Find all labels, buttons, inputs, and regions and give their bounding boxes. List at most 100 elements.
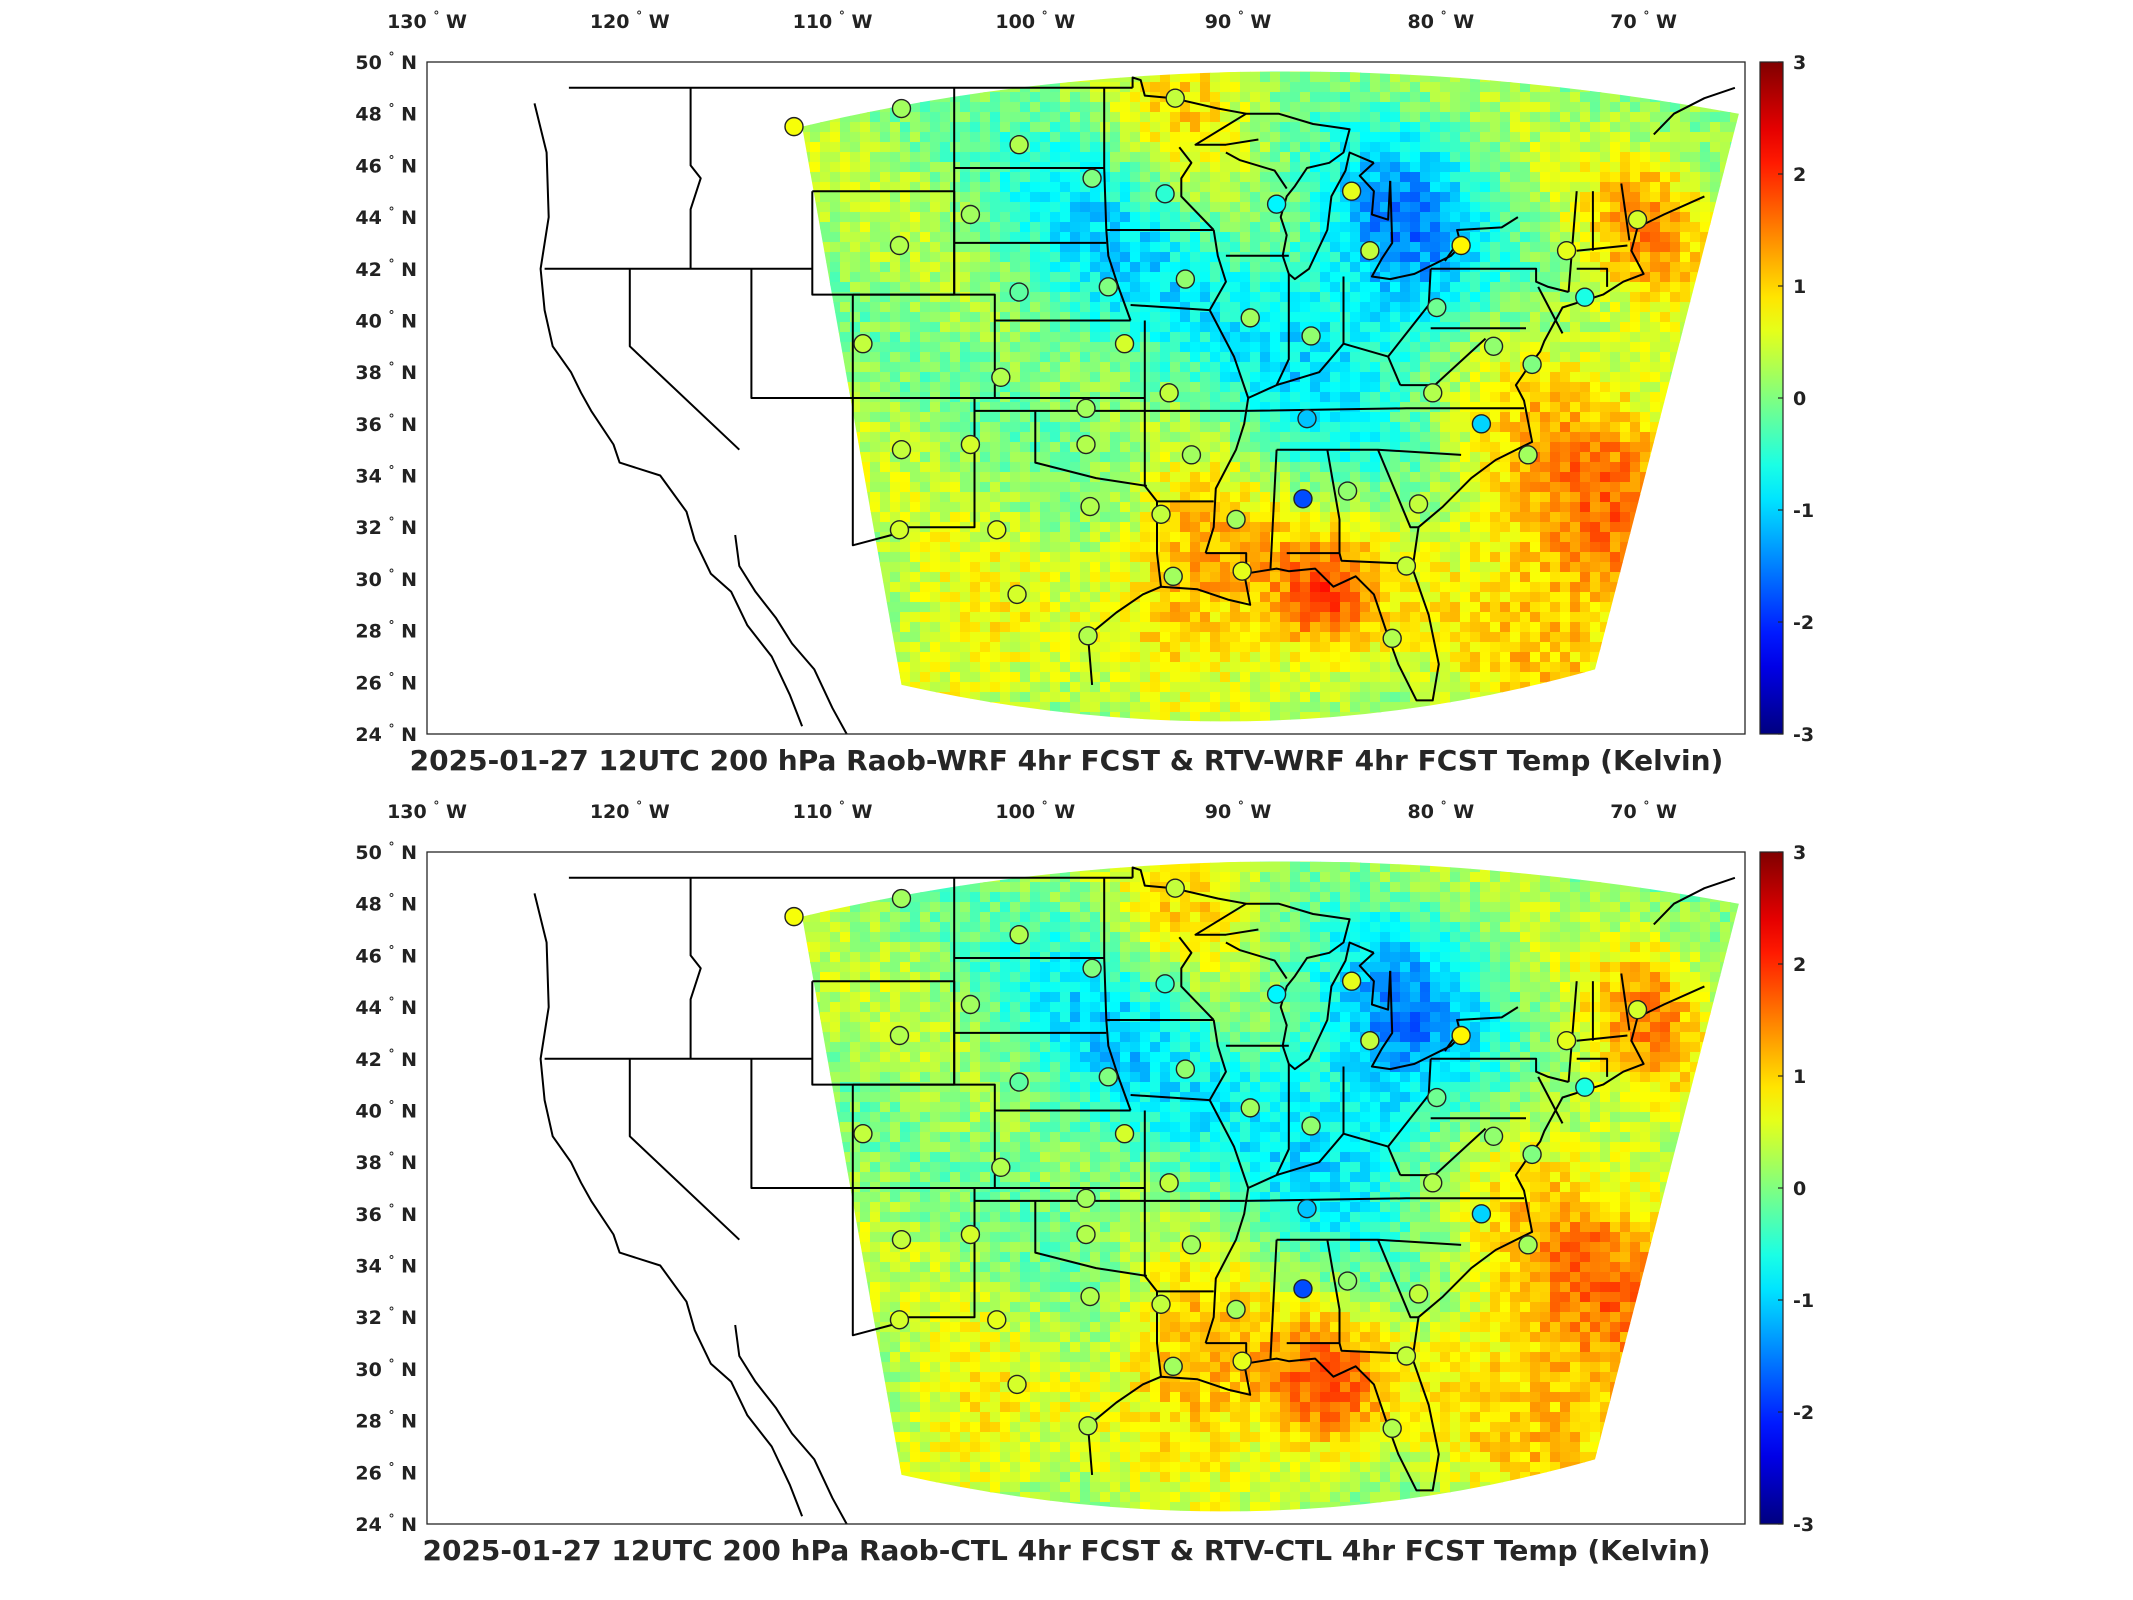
raob-station-marker <box>1165 88 1185 108</box>
raob-station-marker <box>1181 445 1202 465</box>
raob-station-marker <box>960 1224 981 1245</box>
latitude-tick-label: 42 ° N <box>355 1047 417 1071</box>
raob-station-marker <box>1007 584 1027 605</box>
colorbar-tick-label: -1 <box>1793 500 1814 522</box>
raob-station-marker <box>1175 269 1196 289</box>
raob-station-marker <box>1382 1418 1402 1439</box>
raob-station-marker <box>1007 1374 1027 1395</box>
raob-station-marker <box>1396 556 1417 576</box>
raob-station-marker <box>1080 1286 1100 1307</box>
raob-station-marker <box>1240 1098 1260 1118</box>
state-border <box>1576 244 1628 252</box>
raob-station-marker <box>1076 1224 1096 1245</box>
raob-station-marker <box>1575 1077 1595 1097</box>
state-border <box>750 1058 854 1189</box>
raob-station-marker <box>1175 1059 1196 1079</box>
state-border <box>1247 342 1402 399</box>
raob-station-marker <box>1266 194 1287 214</box>
state-border <box>1275 1063 1290 1176</box>
west-coastline <box>533 103 804 727</box>
state-border <box>1286 1239 1341 1345</box>
state-border <box>1430 1057 1569 1083</box>
raob-station-marker <box>1266 984 1287 1004</box>
raob-station-marker <box>891 98 912 119</box>
state-border <box>851 1083 996 1337</box>
longitude-tick-label: 130 ° W <box>387 9 467 33</box>
latitude-tick-label: 28 ° N <box>355 1409 417 1433</box>
raob-station-marker <box>1082 958 1102 979</box>
colorbar-tick-label: -1 <box>1793 1290 1814 1312</box>
colorbar-tick-label: -3 <box>1793 724 1814 746</box>
raob-station-marker <box>991 367 1011 388</box>
top-map-title: 2025-01-27 12UTC 200 hPa Raob-WRF 4hr FC… <box>409 744 1724 777</box>
state-border <box>750 268 854 399</box>
raob-station-marker <box>1627 209 1648 230</box>
raob-station-marker <box>1076 398 1096 419</box>
raob-station-marker <box>1301 326 1321 346</box>
raob-station-marker <box>1080 496 1100 517</box>
raob-station-marker <box>1165 878 1185 898</box>
state-border <box>1130 304 1210 312</box>
raob-station-marker <box>1232 561 1252 581</box>
latitude-tick-label: 30 ° N <box>355 1357 417 1381</box>
state-border <box>1225 941 1288 980</box>
gulf-of-california-coastline <box>734 1324 848 1524</box>
raob-station-marker <box>1114 334 1135 354</box>
state-border <box>1620 183 1631 241</box>
state-border <box>1576 267 1609 287</box>
state-border <box>1377 1239 1419 1319</box>
raob-station-marker <box>1159 1173 1179 1193</box>
state-border <box>1537 1076 1564 1124</box>
gulf-of-california-coastline <box>734 534 848 734</box>
latitude-tick-label: 34 ° N <box>355 464 417 488</box>
state-border <box>628 268 740 451</box>
raob-station-marker <box>1232 1351 1252 1371</box>
raob-station-marker <box>1078 626 1098 646</box>
state-border <box>1567 191 1578 293</box>
raob-station-marker <box>1483 1126 1504 1147</box>
state-border <box>1358 162 1392 221</box>
raob-station-marker <box>1009 135 1029 155</box>
latitude-tick-label: 48 ° N <box>355 102 417 126</box>
raob-station-marker <box>991 1157 1011 1178</box>
colorbar-tick-label: 3 <box>1793 842 1806 864</box>
bottom-map-title: 2025-01-27 12UTC 200 hPa Raob-CTL 4hr FC… <box>422 1534 1711 1567</box>
top-map-panel: 130 ° W 120 ° W 110 ° W 100 ° W 90 ° W 80 ° W… <box>0 0 2133 790</box>
raob-station-marker <box>1483 336 1504 357</box>
raob-station-marker <box>1159 383 1179 403</box>
latitude-tick-label: 32 ° N <box>355 1305 417 1329</box>
raob-station-marker <box>784 116 804 137</box>
bottom-map-figure: 130 ° W 120 ° W 110 ° W 100 ° W 90 ° W 80 ° W… <box>355 799 1814 1536</box>
longitude-tick-label: 130 ° W <box>387 799 467 823</box>
raob-station-marker <box>889 1025 910 1046</box>
raob-station-marker <box>1396 1346 1417 1366</box>
raob-station-marker <box>1078 1416 1098 1436</box>
colorbar-tick-label: -3 <box>1793 1514 1814 1536</box>
latitude-tick-label: 42 ° N <box>355 257 417 281</box>
longitude-tick-label: 100 ° W <box>995 799 1075 823</box>
raob-station-marker <box>1151 1294 1171 1315</box>
raob-station-marker <box>891 1229 912 1250</box>
raob-station-marker <box>1082 168 1102 189</box>
raob-station-marker <box>1575 287 1595 307</box>
raob-station-marker <box>1009 1072 1029 1092</box>
state-border <box>1034 410 1147 487</box>
state-border <box>1247 1132 1402 1189</box>
longitude-tick-label: 80 ° W <box>1408 9 1475 33</box>
raob-station-marker <box>1451 235 1471 256</box>
state-border <box>1225 151 1288 190</box>
latitude-tick-label: 36 ° N <box>355 412 417 436</box>
state-border <box>689 87 702 269</box>
colorbar-tick-label: 2 <box>1793 164 1806 186</box>
raob-station-marker <box>1522 354 1542 375</box>
longitude-tick-label: 70 ° W <box>1610 9 1677 33</box>
longitude-tick-label: 90 ° W <box>1205 799 1272 823</box>
longitude-tick-label: 90 ° W <box>1205 9 1272 33</box>
longitude-tick-label: 80 ° W <box>1408 799 1475 823</box>
state-border <box>1034 1200 1147 1277</box>
latitude-tick-label: 28 ° N <box>355 619 417 643</box>
raob-station-marker <box>1293 1279 1313 1299</box>
raob-station-marker <box>1240 308 1260 328</box>
raob-station-marker <box>891 439 912 460</box>
raob-station-marker <box>1471 414 1492 434</box>
